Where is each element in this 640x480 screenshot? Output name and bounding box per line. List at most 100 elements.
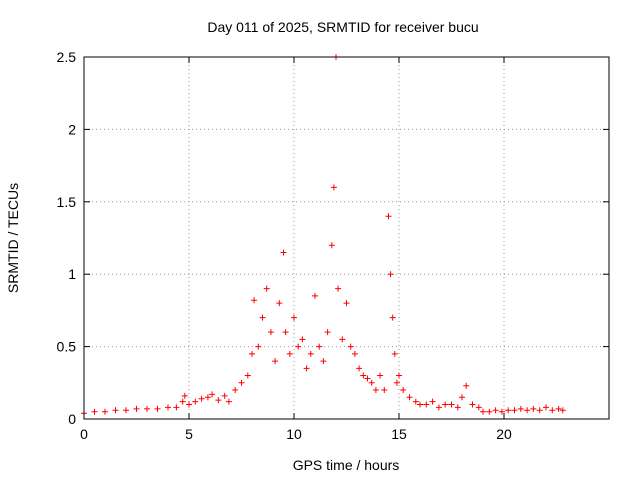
- data-point: [225, 398, 232, 405]
- data-point: [123, 407, 129, 414]
- data-point: [249, 350, 255, 357]
- data-point: [391, 350, 398, 357]
- data-point: [448, 401, 455, 408]
- data-point: [511, 407, 518, 414]
- data-point: [492, 407, 499, 414]
- data-point: [393, 379, 400, 386]
- data-point: [244, 372, 251, 379]
- chart-title: Day 011 of 2025, SRMTID for receiver buc…: [207, 19, 478, 35]
- data-point: [133, 405, 140, 412]
- data-point: [524, 407, 531, 414]
- y-tick-label: 1: [68, 266, 76, 282]
- data-point: [259, 314, 266, 321]
- data-point: [144, 405, 150, 412]
- data-point: [303, 365, 310, 372]
- data-point: [339, 336, 346, 343]
- data-point: [486, 408, 493, 415]
- data-point: [417, 401, 423, 408]
- data-point: [282, 329, 289, 336]
- data-point: [454, 404, 461, 411]
- data-point: [215, 397, 222, 404]
- data-point: [351, 350, 358, 357]
- y-tick-label: 2.5: [57, 49, 77, 65]
- data-point: [154, 405, 161, 412]
- data-point: [251, 297, 258, 304]
- data-point: [536, 407, 543, 414]
- data-point: [463, 382, 470, 389]
- data-point: [186, 401, 192, 408]
- data-points: [81, 54, 566, 417]
- x-tick-label: 20: [496, 426, 512, 442]
- grid-lines: [84, 57, 609, 419]
- data-point: [360, 372, 367, 379]
- data-point: [549, 407, 556, 414]
- data-point: [459, 394, 465, 401]
- data-point: [480, 408, 486, 415]
- data-point: [221, 392, 228, 399]
- data-point: [412, 398, 419, 405]
- data-point: [330, 184, 337, 191]
- x-axis-ticks: 0 5 10 15 20: [80, 57, 512, 442]
- data-point: [498, 408, 505, 415]
- data-point: [406, 394, 413, 401]
- data-point: [173, 404, 180, 411]
- y-tick-label: 1.5: [57, 194, 77, 210]
- data-point: [400, 387, 407, 394]
- x-tick-label: 10: [286, 426, 302, 442]
- data-point: [372, 387, 379, 394]
- data-point: [198, 395, 205, 402]
- data-point: [396, 372, 402, 379]
- data-point: [255, 343, 262, 350]
- data-point: [356, 365, 363, 372]
- data-point: [102, 408, 108, 415]
- y-tick-label: 0: [68, 411, 76, 427]
- y-tick-label: 2: [68, 121, 76, 137]
- y-axis-ticks: 0 0.5 1 1.5 2 2.5: [57, 49, 609, 427]
- data-point: [423, 401, 430, 408]
- data-point: [263, 285, 270, 292]
- data-point: [469, 401, 476, 408]
- data-point: [429, 398, 436, 405]
- data-point: [204, 394, 211, 401]
- data-point: [555, 405, 562, 412]
- data-point: [347, 343, 354, 350]
- data-point: [559, 407, 566, 414]
- data-point: [209, 391, 216, 398]
- data-point: [238, 379, 245, 386]
- data-point: [312, 292, 318, 299]
- data-point: [192, 398, 199, 405]
- data-point: [368, 379, 375, 386]
- data-point: [335, 285, 342, 292]
- data-point: [272, 358, 279, 365]
- x-tick-label: 15: [391, 426, 407, 442]
- data-point: [387, 271, 394, 278]
- y-axis-label: SRMTID / TECUs: [5, 183, 21, 293]
- data-point: [385, 213, 392, 220]
- data-point: [179, 398, 186, 405]
- data-point: [291, 314, 297, 321]
- data-point: [517, 405, 524, 412]
- data-point: [389, 314, 396, 321]
- data-point: [543, 404, 549, 411]
- data-point: [165, 404, 171, 411]
- data-point: [442, 401, 449, 408]
- data-point: [91, 408, 98, 415]
- y-tick-label: 0.5: [57, 339, 77, 355]
- data-point: [316, 343, 323, 350]
- data-point: [307, 350, 314, 357]
- data-point: [530, 405, 537, 412]
- x-tick-label: 5: [185, 426, 193, 442]
- data-point: [181, 392, 188, 399]
- data-point: [295, 343, 302, 350]
- data-point: [364, 375, 371, 382]
- data-point: [324, 329, 331, 336]
- data-point: [276, 300, 283, 307]
- data-point: [299, 336, 306, 343]
- x-axis-label: GPS time / hours: [293, 457, 400, 473]
- data-point: [232, 387, 239, 394]
- data-point: [343, 300, 350, 307]
- data-point: [320, 358, 327, 365]
- data-point: [280, 249, 287, 256]
- data-point: [475, 404, 482, 411]
